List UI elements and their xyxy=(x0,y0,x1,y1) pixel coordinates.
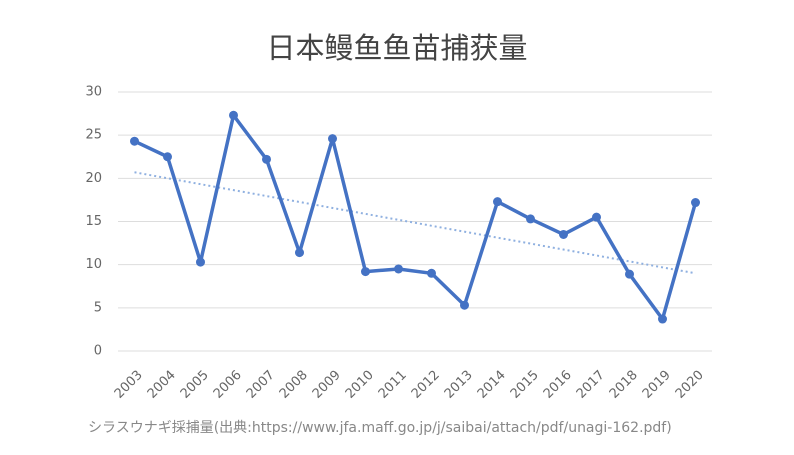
data-point xyxy=(493,197,502,207)
x-tick-label: 2009 xyxy=(310,368,344,402)
data-point xyxy=(361,267,370,277)
x-tick-label: 2005 xyxy=(178,368,212,402)
data-line xyxy=(133,113,698,321)
data-point xyxy=(427,268,436,278)
x-tick-label: 2013 xyxy=(442,368,476,402)
x-tick-label: 2015 xyxy=(508,368,542,402)
x-tick-label: 2017 xyxy=(574,368,608,402)
trend-line xyxy=(134,171,696,275)
data-point xyxy=(460,300,469,310)
x-tick-label: 2006 xyxy=(211,368,245,402)
y-tick-label: 20 xyxy=(85,171,102,186)
y-tick-label: 15 xyxy=(85,214,102,229)
x-tick-label: 2004 xyxy=(145,368,179,402)
y-tick-label: 25 xyxy=(85,128,102,143)
x-tick-label: 2020 xyxy=(673,368,707,402)
x-tick-label: 2011 xyxy=(376,368,410,402)
data-point xyxy=(592,212,601,222)
x-tick-label: 2014 xyxy=(475,368,509,402)
data-point xyxy=(196,257,205,267)
data-point xyxy=(295,248,304,258)
y-tick-label: 10 xyxy=(85,257,102,272)
data-point xyxy=(229,110,238,120)
x-tick-label: 2010 xyxy=(343,368,377,402)
data-point xyxy=(559,229,568,239)
y-tick-label: 30 xyxy=(85,85,102,100)
x-tick-label: 2019 xyxy=(640,368,674,402)
data-point xyxy=(328,134,337,144)
chart-title: 日本鳗鱼鱼苗捕获量 xyxy=(266,31,527,65)
x-tick-label: 2008 xyxy=(277,368,311,402)
data-point xyxy=(526,214,535,224)
data-point xyxy=(130,136,139,146)
data-point xyxy=(658,314,667,324)
data-point xyxy=(394,264,403,274)
x-tick-label: 2007 xyxy=(244,368,278,402)
data-point xyxy=(262,154,271,164)
data-point xyxy=(691,198,700,208)
data-point xyxy=(625,269,634,279)
y-tick-label: 5 xyxy=(94,300,102,315)
data-point xyxy=(163,152,172,162)
x-tick-label: 2016 xyxy=(541,368,575,402)
y-tick-label: 0 xyxy=(94,344,102,359)
x-tick-label: 2012 xyxy=(409,368,443,402)
x-tick-label: 2018 xyxy=(607,368,641,402)
x-tick-label: 2003 xyxy=(112,368,146,402)
source-note: シラスウナギ採捕量(出典:https://www.jfa.maff.go.jp/… xyxy=(88,420,672,436)
